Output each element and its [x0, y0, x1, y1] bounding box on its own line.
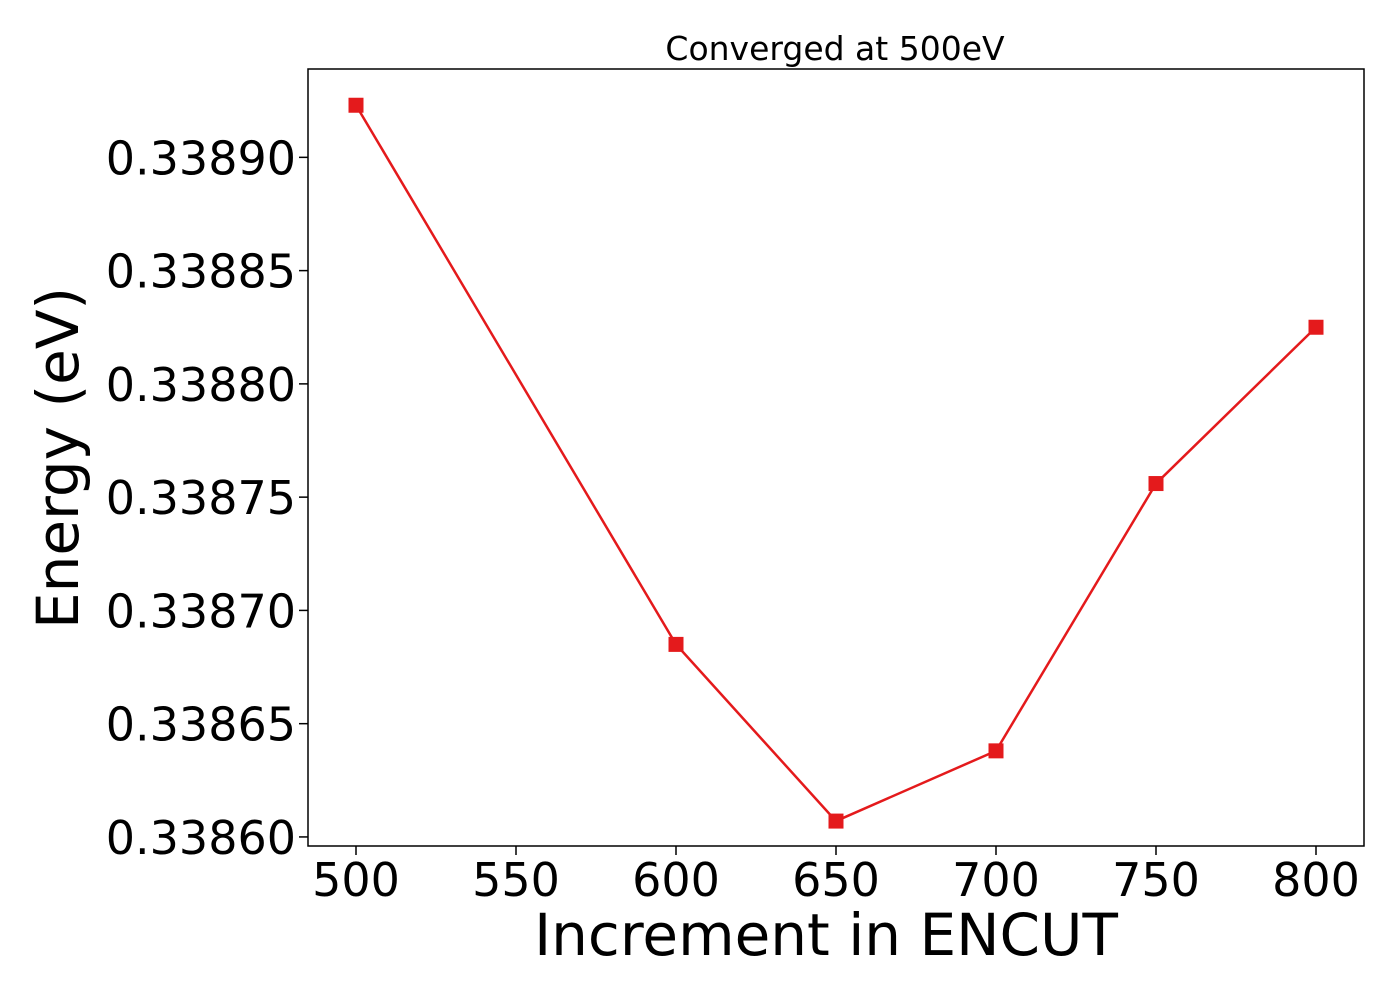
y-tick-label: 0.33880 [106, 358, 296, 412]
plot-frame [307, 68, 1365, 847]
data-point-marker [828, 813, 844, 829]
x-tick-label: 550 [472, 853, 560, 907]
y-tick-label: 0.33870 [106, 584, 296, 638]
data-point-marker [988, 743, 1004, 759]
data-point-marker [348, 97, 364, 113]
x-tick-label: 650 [792, 853, 880, 907]
x-tick-label: 700 [952, 853, 1040, 907]
chart-title: Converged at 500eV [665, 29, 1005, 68]
y-tick-label: 0.33890 [106, 131, 296, 185]
series-layer [348, 97, 1324, 829]
y-tick-label: 0.33875 [106, 471, 296, 525]
x-tick-label: 750 [1112, 853, 1200, 907]
x-tick-label: 800 [1272, 853, 1360, 907]
y-axis-label: Energy (eV) [24, 287, 92, 629]
y-tick-label: 0.33865 [106, 698, 296, 752]
series-line [354, 104, 1317, 823]
y-tick-label: 0.33860 [106, 811, 296, 865]
x-axis-label: Increment in ENCUT [534, 901, 1118, 969]
x-tick-label: 500 [312, 853, 400, 907]
data-point-marker [668, 636, 684, 652]
y-axis-ticks: 0.33860 0.33865 0.33870 0.33875 0.33880 0.338… [106, 131, 308, 865]
data-point-marker [1148, 476, 1164, 492]
x-tick-label: 600 [632, 853, 720, 907]
data-point-marker [1308, 319, 1324, 335]
y-tick-label: 0.33885 [106, 245, 296, 299]
x-axis-ticks: 500 550 600 650 700 750 800 [312, 846, 1360, 907]
